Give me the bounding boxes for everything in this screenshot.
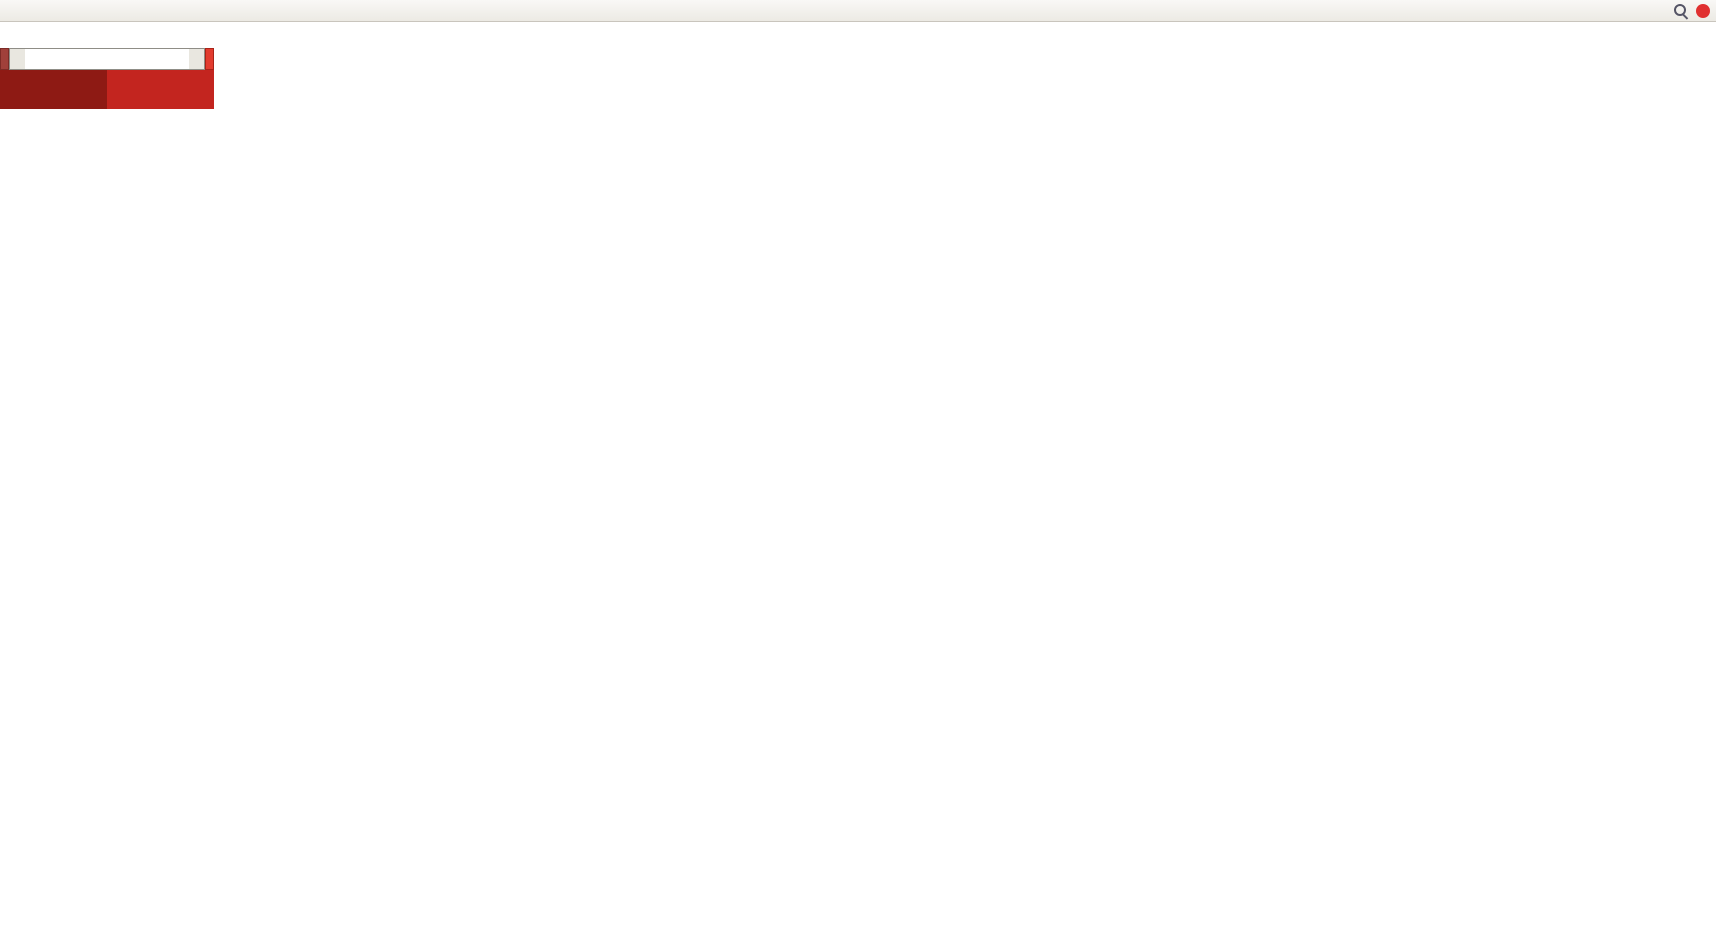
buy-button[interactable] <box>205 48 214 70</box>
volume-input[interactable] <box>25 49 189 69</box>
trade-panel-controls <box>0 48 214 70</box>
trade-panel-prices <box>0 70 214 109</box>
toolbar <box>0 0 1716 22</box>
sell-button[interactable] <box>0 48 9 70</box>
notification-badge[interactable] <box>1696 3 1710 18</box>
volume-increase-button[interactable] <box>189 49 204 69</box>
search-icon[interactable] <box>1673 3 1688 18</box>
one-click-trade-panel <box>0 48 214 109</box>
sell-price[interactable] <box>0 70 107 109</box>
volume-stepper <box>9 48 205 70</box>
volume-decrease-button[interactable] <box>10 49 25 69</box>
buy-price[interactable] <box>107 70 214 109</box>
chart-canvas[interactable] <box>0 22 1716 951</box>
